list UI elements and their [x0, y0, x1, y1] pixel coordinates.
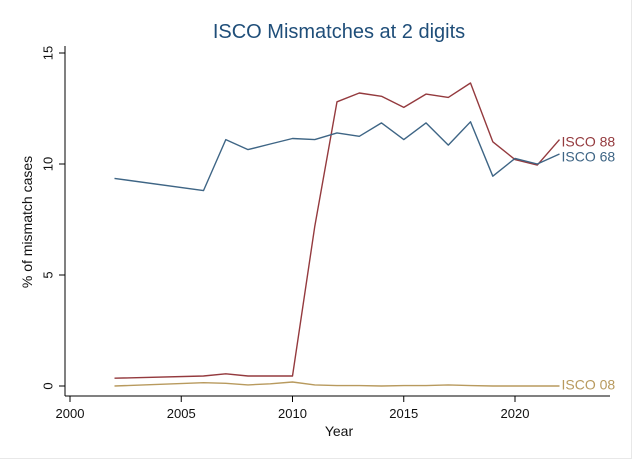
y-tick-label: 15	[40, 46, 55, 60]
y-ticks: 0 5 10 15	[40, 46, 65, 390]
x-axis-title: Year	[325, 423, 354, 439]
y-tick-label: 0	[40, 382, 55, 389]
y-axis-title: % of mismatch cases	[19, 156, 35, 288]
x-tick-label: 2000	[56, 406, 85, 421]
x-tick-label: 2015	[389, 406, 418, 421]
series-line-isco-68	[114, 121, 560, 192]
series-line-isco-88	[114, 82, 561, 379]
axes	[64, 46, 610, 397]
x-ticks: 2000 2005 2010 2015 2020	[56, 396, 530, 421]
series-label-isco-68: ISCO 68	[562, 149, 616, 165]
series-group	[114, 82, 561, 387]
series-label-isco-88: ISCO 88	[562, 134, 616, 150]
x-tick-label: 2020	[501, 406, 530, 421]
y-tick-label: 10	[40, 157, 55, 171]
y-tick-label: 5	[40, 271, 55, 278]
x-tick-label: 2005	[167, 406, 196, 421]
chart-title: ISCO Mismatches at 2 digits	[213, 21, 465, 43]
series-label-isco-08: ISCO 08	[562, 377, 616, 393]
x-tick-label: 2010	[278, 406, 307, 421]
series-line-isco-08	[114, 381, 560, 387]
